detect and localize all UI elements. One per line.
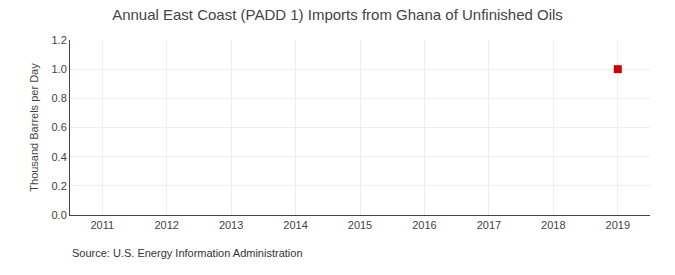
svg-text:2016: 2016 (412, 219, 436, 231)
svg-text:2015: 2015 (348, 219, 372, 231)
svg-text:2012: 2012 (154, 219, 178, 231)
svg-text:0.4: 0.4 (52, 151, 67, 163)
svg-text:0.2: 0.2 (52, 180, 67, 192)
svg-text:2011: 2011 (90, 219, 114, 231)
svg-text:2019: 2019 (606, 219, 630, 231)
svg-text:0.6: 0.6 (52, 121, 67, 133)
svg-text:2014: 2014 (283, 219, 307, 231)
svg-text:2013: 2013 (219, 219, 243, 231)
svg-text:Thousand Barrels per Day: Thousand Barrels per Day (28, 63, 40, 192)
svg-text:1.0: 1.0 (52, 63, 67, 75)
svg-text:Source: U.S. Energy Informatio: Source: U.S. Energy Information Administ… (72, 247, 303, 259)
svg-text:0.0: 0.0 (52, 209, 67, 221)
svg-text:2017: 2017 (477, 219, 501, 231)
svg-text:1.2: 1.2 (52, 34, 67, 46)
svg-text:0.8: 0.8 (52, 92, 67, 104)
svg-text:2018: 2018 (541, 219, 565, 231)
svg-text:Annual East Coast (PADD 1) Imp: Annual East Coast (PADD 1) Imports from … (112, 6, 563, 23)
